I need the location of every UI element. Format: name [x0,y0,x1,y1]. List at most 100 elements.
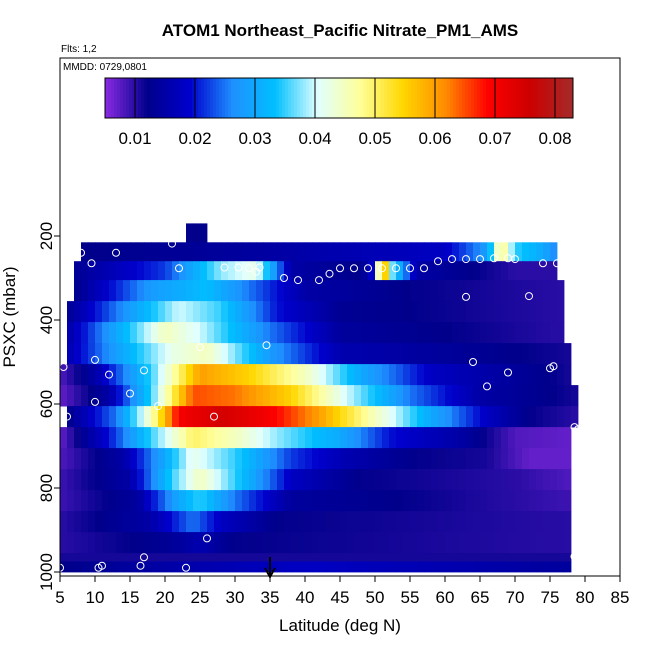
heatmap-cell [158,553,166,562]
heatmap-cell [277,242,285,262]
heatmap-cell [172,427,180,449]
heatmap-cell [494,406,502,428]
heatmap-cell [557,511,565,533]
heatmap-cell [179,490,187,512]
heatmap-cell [242,469,250,491]
heatmap-cell [277,301,285,323]
heatmap-cell [95,448,103,470]
heatmap-cell [88,448,96,470]
heatmap-cell [228,261,236,281]
heatmap-cell [501,469,509,491]
heatmap-cell [368,553,376,562]
heatmap-cell [396,242,404,262]
colorbar-cell [246,78,250,118]
heatmap-cell [557,427,565,449]
heatmap-cell [207,490,215,512]
heatmap-cell [95,364,103,386]
heatmap-cell [487,343,495,365]
heatmap-cell [536,261,544,281]
heatmap-cell [417,242,425,262]
heatmap-cell [277,532,285,554]
heatmap-cell [60,448,68,470]
heatmap-cell [340,385,348,407]
heatmap-cell [200,553,208,562]
heatmap-cell [291,553,299,562]
heatmap-cell [445,490,453,512]
colorbar-cell [420,78,424,118]
colorbar-cell [201,78,205,118]
heatmap-cell [347,532,355,554]
heatmap-cell [144,261,152,281]
heatmap-cell [368,490,376,512]
heatmap-cell [473,322,481,344]
heatmap-cell [522,242,530,262]
heatmap-cell [291,364,299,386]
heatmap-cell [487,469,495,491]
heatmap-cell [137,280,145,302]
heatmap-cell [123,322,131,344]
heatmap-cell [494,532,502,554]
heatmap-cell [368,532,376,554]
heatmap-cell [382,301,390,323]
heatmap-cell [522,406,530,428]
heatmap-cell [186,448,194,470]
heatmap-cell [473,242,481,262]
heatmap-cell [431,532,439,554]
heatmap-cell [249,406,257,428]
heatmap-cell [543,511,551,533]
heatmap-cell [242,261,250,281]
heatmap-cell [466,406,474,428]
colorbar-cell [159,78,163,118]
heatmap-cell [270,385,278,407]
heatmap-cell [165,364,173,386]
heatmap-cell [515,561,523,573]
heatmap-cell [221,561,229,573]
sample-point [105,370,113,379]
heatmap-cell [270,280,278,302]
heatmap-cell [522,532,530,554]
heatmap-cell [305,490,313,512]
heatmap-cell [221,322,229,344]
heatmap-cell [319,469,327,491]
heatmap-cell [102,511,110,533]
heatmap-cell [214,469,222,491]
heatmap-cell [480,406,488,428]
colorbar-cell [111,78,115,118]
colorbar-cell [510,78,514,118]
heatmap-cell [410,322,418,344]
heatmap-cell [361,511,369,533]
heatmap-cell [375,553,383,562]
heatmap-cell [438,242,446,262]
heatmap-cell [179,511,187,533]
heatmap-cell [536,448,544,470]
heatmap-cell [424,448,432,470]
sample-point [140,553,148,562]
colorbar-cell [321,78,325,118]
heatmap-cell [263,322,271,344]
sample-point [140,366,148,375]
heatmap-cell [375,261,383,281]
heatmap-cell [438,322,446,344]
heatmap-cell [480,553,488,562]
heatmap-cell [116,532,124,554]
heatmap-cell [235,322,243,344]
sample-point [77,248,85,257]
heatmap-cell [137,427,145,449]
heatmap-cell [494,242,502,262]
heatmap-cell [333,322,341,344]
sample-point [406,264,414,273]
heatmap-cell [347,406,355,428]
heatmap-cell [235,427,243,449]
colorbar-cell [417,78,421,118]
heatmap-cell [389,469,397,491]
sample-point [210,412,218,421]
heatmap-cell [242,511,250,533]
heatmap-cell [158,490,166,512]
heatmap-cell [473,280,481,302]
heatmap-cell [417,322,425,344]
heatmap-cell [452,448,460,470]
heatmap-cell [326,364,334,386]
heatmap-cell [312,511,320,533]
heatmap-cell [200,301,208,323]
sample-point [539,259,547,268]
